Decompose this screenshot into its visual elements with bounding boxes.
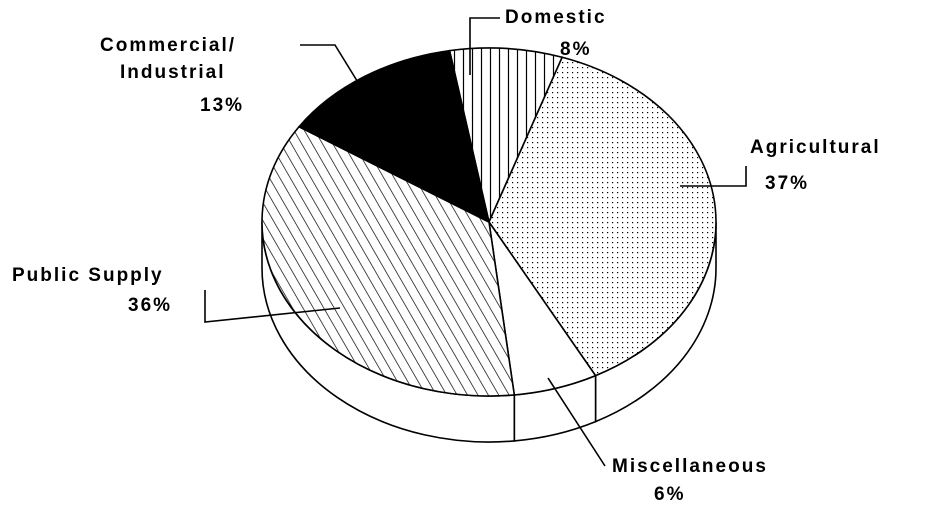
slice (297, 49, 491, 224)
value-label: 37% (765, 173, 809, 194)
value-label: 36% (128, 295, 172, 316)
slice (488, 56, 717, 377)
slice-label: Agricultural (750, 137, 881, 158)
leader-line (469, 17, 500, 75)
leader-line (547, 377, 606, 467)
leader-lines (204, 17, 747, 467)
leader-line (204, 290, 341, 323)
value-label: 8% (560, 39, 591, 60)
slice (448, 47, 564, 225)
leader-line (680, 166, 747, 187)
slice-label: Public Supply (12, 265, 164, 286)
slice-label: Miscellaneous (612, 456, 768, 477)
pie (261, 47, 717, 443)
slice-label: Domestic (505, 7, 607, 28)
value-label: 6% (654, 484, 685, 505)
value-label: 13% (200, 95, 244, 116)
slice-label: Commercial/Industrial (100, 35, 236, 83)
leader-line (300, 44, 376, 111)
